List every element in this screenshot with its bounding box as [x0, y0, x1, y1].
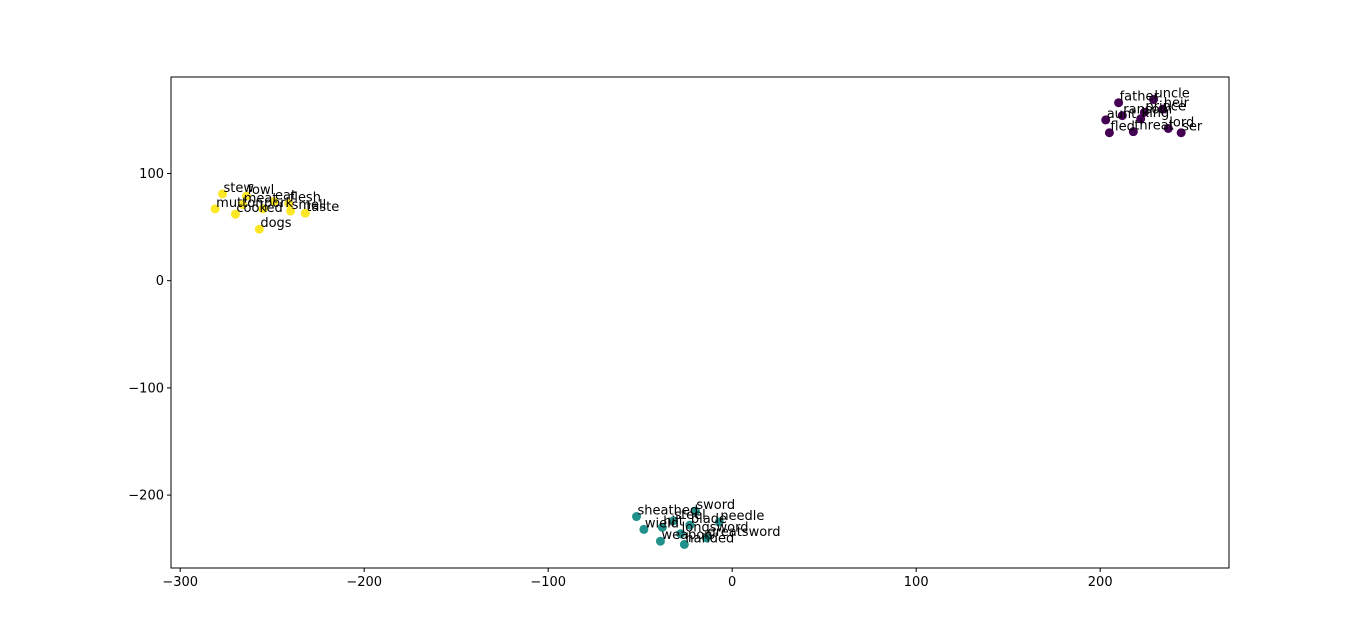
point-label: wield: [645, 516, 679, 531]
point-label: steel: [674, 508, 705, 523]
point-label: longsword: [682, 521, 749, 536]
y-tick-label: 100: [139, 167, 164, 182]
point-label: fled: [1110, 120, 1134, 135]
point-label: flesh: [290, 191, 321, 206]
point-label: king: [1142, 106, 1170, 121]
data-marks: [210, 95, 1186, 549]
y-tick-label: 0: [156, 274, 164, 289]
scatter-point: [238, 200, 248, 210]
scatter-point: [668, 516, 678, 526]
scatter-point: [690, 506, 700, 516]
point-label: meat: [244, 192, 278, 207]
point-label: ser: [1182, 120, 1203, 135]
scatter-point: [1114, 98, 1124, 108]
point-label: blade: [691, 512, 727, 527]
point-label: smell: [292, 198, 327, 213]
scatter-point: [286, 206, 296, 216]
y-tick-label: −200: [128, 489, 164, 504]
x-tick-label: 0: [728, 575, 736, 590]
point-label: taste: [306, 200, 339, 215]
point-label: father: [1120, 90, 1160, 105]
point-label: ransom: [1123, 103, 1172, 118]
scatter-point: [701, 533, 711, 543]
point-label: uncle: [1155, 87, 1190, 102]
point-label: fowl: [247, 183, 274, 198]
scatter-point: [284, 199, 294, 209]
point-label: aunt: [1107, 107, 1137, 122]
scatter-point: [1158, 104, 1168, 114]
y-tick-label: −100: [128, 381, 164, 396]
x-tick-label: −100: [530, 575, 566, 590]
point-label: pork: [264, 196, 294, 211]
x-tick-label: 200: [1088, 575, 1113, 590]
scatter-point: [632, 512, 642, 522]
point-label: lord: [1169, 115, 1194, 130]
scatter-point: [1104, 128, 1114, 138]
scatter-point: [679, 539, 689, 549]
scatter-point: [218, 189, 228, 199]
scatter-point: [1176, 128, 1186, 138]
scatter-point: [254, 224, 264, 234]
scatter-point: [1136, 114, 1146, 124]
scatter-point: [714, 517, 724, 527]
scatter-point: [655, 536, 665, 546]
point-label: mutton: [216, 196, 263, 211]
scatter-point: [1128, 127, 1138, 137]
scatter-point: [300, 208, 310, 218]
x-tick-label: 100: [904, 575, 929, 590]
scatter-point: [230, 209, 240, 219]
point-label: sword: [696, 498, 735, 513]
point-label: needle: [720, 509, 764, 524]
scatter-point: [269, 196, 279, 206]
scatter-point: [1117, 111, 1127, 121]
scatter-point: [210, 204, 220, 214]
point-label: eat: [275, 188, 296, 203]
x-tick-label: −200: [346, 575, 382, 590]
scatter-point: [241, 191, 251, 201]
point-label: threat: [1134, 119, 1173, 134]
point-label: greatsword: [707, 525, 780, 540]
plot-frame: [170, 76, 1230, 569]
scatter-point: [1163, 123, 1173, 133]
scatter-point: [676, 529, 686, 539]
point-label: weapon: [661, 528, 712, 543]
point-label: stew: [224, 181, 255, 196]
point-label: cooked: [236, 201, 282, 216]
scatter-point: [1101, 115, 1111, 125]
point-label: heir: [1164, 96, 1190, 111]
point-label: handed: [685, 531, 734, 546]
x-axis: −300 −200 −100 0 100 200: [162, 568, 1113, 590]
plot-background: [171, 77, 1229, 568]
scatter-point: [657, 522, 667, 532]
scatter-point: [258, 204, 268, 214]
x-tick-label: −300: [162, 575, 198, 590]
point-label: sheathed: [638, 504, 699, 519]
y-axis: −200 −100 0 100: [128, 167, 171, 504]
point-label: hilt: [663, 514, 684, 529]
scatter-point: [685, 520, 695, 530]
point-label: dogs: [260, 216, 291, 231]
point-label: prince: [1145, 99, 1186, 114]
scatter-point: [1149, 95, 1159, 105]
scatter-point: [639, 524, 649, 534]
